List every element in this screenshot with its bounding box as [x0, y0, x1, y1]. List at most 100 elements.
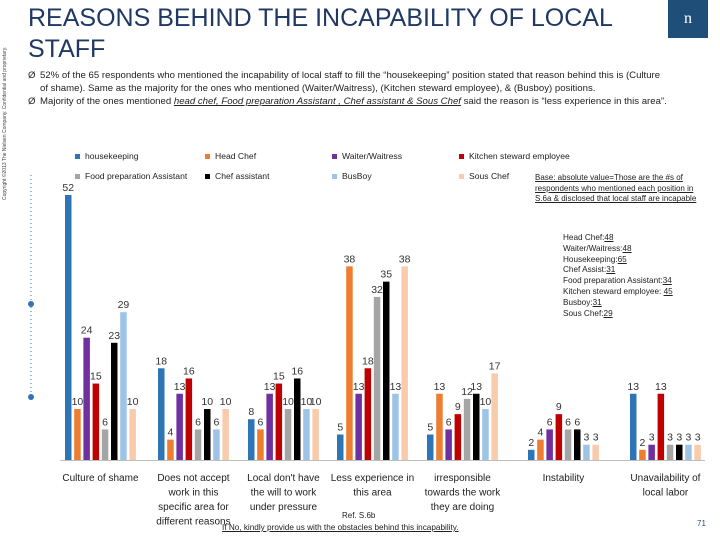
bar-head_chef — [537, 439, 544, 460]
count-label: Kitchen steward employee: — [563, 286, 664, 296]
data-label: 6 — [574, 416, 580, 428]
base-note-text: Base: absolute value=Those are the #s of… — [535, 173, 697, 204]
data-label: 13 — [470, 381, 482, 393]
category-label: Instability — [543, 473, 585, 484]
legend-swatch — [205, 154, 210, 160]
bar-waiter — [266, 393, 273, 460]
bullet-2-emphasis: head chef, Food preparation Assistant , … — [173, 96, 461, 108]
data-label: 10 — [310, 396, 322, 408]
count-row: Busboy:31 — [563, 298, 673, 309]
category-label: Does not accept work in this specific area… — [156, 473, 230, 528]
data-label: 16 — [183, 365, 195, 377]
bar-head_chef — [257, 429, 264, 460]
base-note: Base: absolute value=Those are the #s of… — [535, 173, 710, 205]
data-label: 10 — [72, 396, 84, 408]
data-label: 9 — [455, 401, 461, 413]
bar-busboy — [583, 444, 590, 460]
count-value: 65 — [617, 254, 627, 264]
summary-bullets: Ø 52% of the 65 respondents who mentione… — [28, 70, 668, 110]
data-label: 13 — [353, 381, 365, 393]
legend-swatch — [75, 154, 80, 160]
bar-chef_assistant — [294, 378, 301, 460]
reference: Ref. S.6b — [342, 511, 376, 520]
legend-item-head-chef: Head Chef — [205, 151, 256, 161]
bar-food_prep — [101, 429, 109, 460]
legend-item-chef-assistant: Chef assistant — [205, 171, 269, 181]
arrow-bullet-icon: Ø — [28, 70, 36, 81]
data-label: 4 — [168, 427, 174, 439]
legend-swatch — [332, 154, 337, 160]
bar-housekeeping — [528, 449, 535, 460]
bar-food_prep — [463, 398, 471, 460]
legend-item-busboy: BusBoy — [332, 171, 372, 181]
data-label: 10 — [301, 396, 313, 408]
count-label: Waiter/Waitress: — [563, 243, 623, 253]
bar-kitchen_steward — [555, 414, 563, 460]
bar-food_prep — [284, 409, 292, 460]
count-row: Head Chef:48 — [563, 233, 673, 244]
data-label: 3 — [649, 432, 655, 444]
count-row: Kitchen steward employee: 45 — [563, 287, 673, 298]
count-label: Food preparation Assistant: — [563, 276, 663, 286]
count-row: Housekeeping:65 — [563, 255, 673, 266]
bar-busboy — [120, 312, 127, 460]
legend-label: Waiter/Waitress — [342, 151, 403, 161]
count-label: Sous Chef: — [563, 308, 604, 318]
bar-chef_assistant — [574, 429, 581, 460]
bullet-1: Ø 52% of the 65 respondents who mentione… — [28, 70, 668, 95]
page-number: 71 — [697, 519, 706, 528]
data-label: 3 — [667, 432, 673, 444]
bar-kitchen_steward — [92, 383, 100, 460]
legend-label: Chef assistant — [215, 171, 270, 181]
bar-waiter — [445, 429, 452, 460]
data-label: 2 — [640, 437, 646, 449]
data-label: 13 — [627, 381, 639, 393]
legend-label: housekeeping — [85, 151, 139, 161]
bar-kitchen_steward — [454, 414, 462, 460]
legend-item-kitchen-steward: Kitchen steward employee — [459, 151, 570, 161]
count-label: Chef Assist: — [563, 265, 607, 275]
category-label: Less experience in this area — [331, 473, 414, 499]
data-label: 13 — [655, 381, 667, 393]
data-label: 18 — [362, 355, 374, 367]
data-label: 13 — [434, 381, 446, 393]
bar-housekeeping — [65, 195, 72, 460]
bullet-2: Ø Majority of the ones mentioned head ch… — [28, 96, 668, 109]
data-label: 2 — [528, 437, 534, 449]
legend-swatch — [205, 174, 210, 180]
bar-housekeeping — [630, 393, 637, 460]
data-label: 38 — [344, 253, 356, 265]
bullet-1-text: 52% of the 65 respondents who mentioned … — [40, 70, 661, 94]
bar-waiter — [83, 337, 90, 460]
data-label: 13 — [264, 381, 276, 393]
bar-sous_chef — [401, 266, 408, 460]
data-label: 6 — [214, 416, 220, 428]
data-label: 6 — [195, 416, 201, 428]
guide-dot-icon — [28, 301, 34, 307]
bar-head_chef — [74, 409, 81, 460]
data-label: 32 — [371, 284, 383, 296]
data-label: 6 — [258, 416, 264, 428]
bar-waiter — [355, 393, 362, 460]
legend-item-housekeeping: housekeeping — [75, 151, 139, 161]
bar-head_chef — [639, 449, 646, 460]
data-label: 3 — [584, 432, 590, 444]
bar-chef_assistant — [383, 281, 390, 460]
count-value: 29 — [603, 308, 613, 318]
bar-waiter — [648, 444, 655, 460]
bar-kitchen_steward — [275, 383, 283, 460]
count-value: 34 — [662, 276, 672, 286]
count-row: Waiter/Waitress:48 — [563, 244, 673, 255]
data-label: 15 — [273, 371, 285, 383]
data-label: 13 — [390, 381, 402, 393]
count-value: 48 — [622, 243, 632, 253]
arrow-bullet-icon: Ø — [28, 96, 36, 108]
count-value: 45 — [663, 286, 673, 296]
bar-head_chef — [436, 393, 443, 460]
bar-housekeeping — [427, 434, 434, 460]
legend-item-food-prep: Food preparation Assistant — [75, 171, 187, 181]
legend-label: Food preparation Assistant — [85, 171, 188, 181]
data-label: 10 — [282, 396, 294, 408]
bar-chef_assistant — [473, 393, 480, 460]
